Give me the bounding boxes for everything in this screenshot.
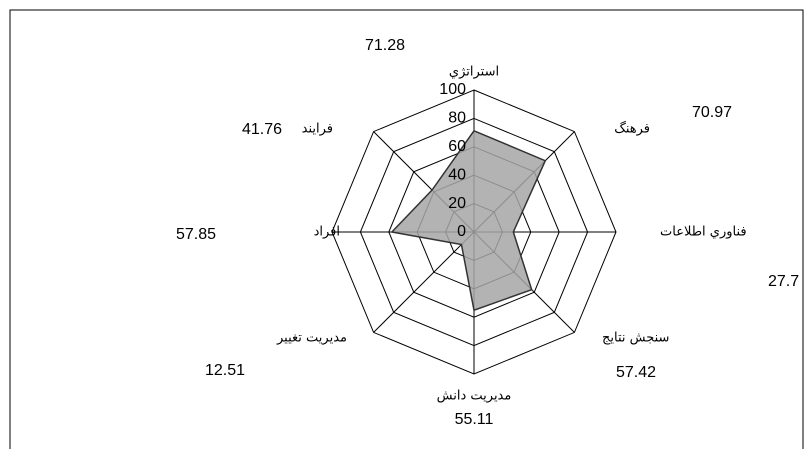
r-tick-label: 20 [448, 195, 466, 212]
data-area [392, 131, 545, 310]
category-label: افراد [314, 225, 340, 240]
value-label: 57.42 [616, 364, 656, 381]
value-label: 41.76 [242, 121, 282, 138]
value-label: 70.97 [692, 104, 732, 121]
category-label: مديريت دانش [437, 389, 512, 404]
category-label: فرهنگ [614, 121, 650, 137]
category-label: مديريت تغيير [276, 331, 347, 346]
category-label: استراتژي [449, 65, 499, 80]
r-tick-label: 100 [439, 81, 466, 98]
value-label: 57.85 [176, 226, 216, 243]
category-label: فرايند [302, 122, 333, 137]
chart: 0 20 40 60 80 100استراتژي 71.28 فرهنگ 70.97 فناور… [0, 0, 812, 449]
value-label: 27.7 [768, 273, 799, 290]
category-label: سنجش نتايج [602, 331, 669, 346]
radar-area [392, 131, 545, 310]
r-tick-label: 60 [448, 138, 466, 155]
value-label: 71.28 [365, 37, 405, 54]
value-label: 55.11 [455, 411, 494, 428]
r-tick-label: 0 [457, 223, 466, 240]
r-tick-label: 40 [448, 166, 466, 183]
category-label: فناوري اطلاعات [660, 225, 747, 240]
value-label: 12.51 [205, 362, 245, 379]
r-tick-label: 80 [448, 110, 466, 127]
